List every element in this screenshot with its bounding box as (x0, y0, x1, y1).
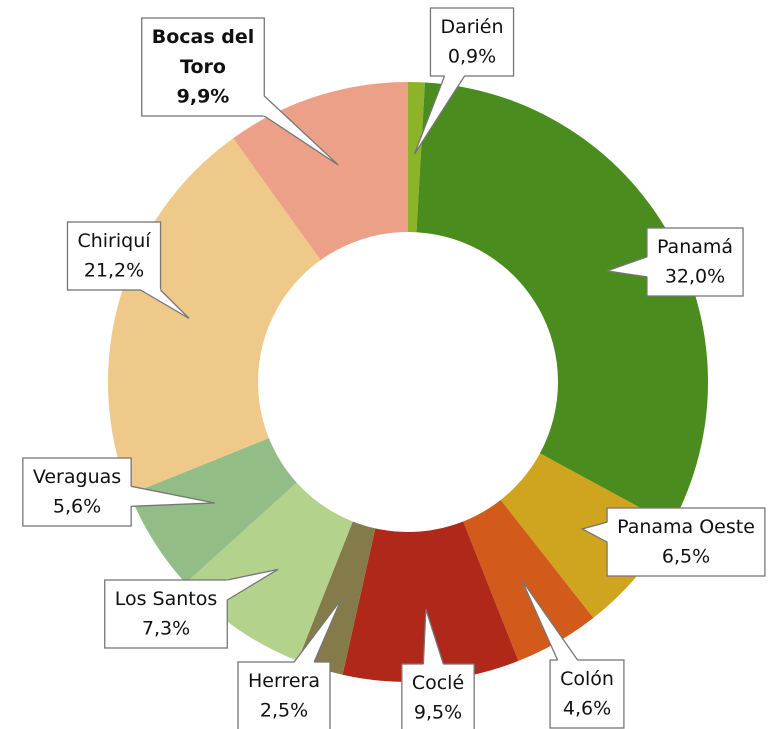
slice (416, 82, 708, 525)
value-label: 9,5% (414, 702, 462, 724)
label-line: Toro (180, 56, 226, 78)
label-line: Bocas del (152, 26, 255, 48)
callout: Coclé 9,5% (401, 609, 475, 729)
label-line: Chiriquí (77, 230, 151, 252)
value-label: 32,0% (665, 266, 725, 288)
callout: Herrera 2,5% (237, 599, 342, 729)
value-label: 21,2% (84, 260, 144, 282)
callout-box (104, 579, 228, 649)
label-line: Panamá (657, 236, 733, 258)
category-label: Darién (440, 16, 503, 38)
callout-box (429, 7, 515, 77)
callout-box (549, 659, 625, 729)
callout-pointer-edge (131, 485, 215, 507)
category-label: Panama Oeste (617, 516, 755, 538)
callout-pointer-edge (413, 75, 466, 155)
callout-pointer-edge (580, 521, 608, 543)
label-line: Colón (560, 668, 614, 690)
label-line: Panama Oeste (617, 516, 755, 538)
callout-pointer-edge (422, 609, 444, 665)
category-label: Los Santos (115, 588, 218, 610)
label-line: Coclé (412, 672, 464, 694)
callout-pointer (582, 522, 609, 543)
value-label: 2,5% (260, 700, 308, 722)
callout-box (141, 17, 265, 117)
callout: Los Santos 7,3% (104, 568, 279, 649)
callout-pointer-edge (226, 568, 279, 601)
label-line: Darién (440, 16, 503, 38)
category-label: Colón (560, 668, 614, 690)
value-label: 7,3% (142, 618, 190, 640)
slice (500, 453, 672, 618)
callout: Darién 0,9% (413, 7, 515, 155)
callout-box (237, 661, 331, 729)
category-label: Bocas del Toro (152, 26, 255, 78)
callout: Colón 4,6% (520, 579, 625, 729)
callout-pointer-edge (520, 579, 579, 661)
value-label: 0,9% (448, 46, 496, 68)
label-line: Herrera (248, 670, 320, 692)
callout: Panama Oeste 6,5% (580, 507, 766, 577)
callout-box (66, 221, 162, 291)
label-line: Los Santos (115, 588, 218, 610)
callout-pointer (129, 486, 215, 507)
callout-pointer-edge (263, 95, 339, 166)
category-label: Herrera (248, 670, 320, 692)
category-label: Veraguas (33, 466, 121, 488)
callout-pointer-edge (140, 289, 190, 319)
slice (233, 82, 408, 261)
callout-box (606, 507, 766, 577)
callout-pointer (423, 609, 444, 666)
slice (408, 82, 425, 233)
category-label: Panamá (657, 236, 733, 258)
callout: Bocas del Toro 9,9% (141, 17, 339, 166)
callout-pointer-edge (293, 599, 342, 663)
category-label: Chiriquí (77, 230, 151, 252)
slice (342, 521, 519, 682)
callout: Chiriquí 21,2% (66, 221, 190, 319)
value-label: 6,5% (662, 546, 710, 568)
callout-box (646, 227, 744, 297)
callout: Veraguas 5,6% (22, 457, 215, 527)
value-label: 9,9% (177, 86, 230, 108)
category-label: Coclé (412, 672, 464, 694)
value-label: 5,6% (53, 496, 101, 518)
callout: Panamá 32,0% (606, 227, 744, 297)
slice (129, 438, 297, 584)
callout-pointer-edge (606, 256, 648, 278)
label-line: Veraguas (33, 466, 121, 488)
callout-box (22, 457, 132, 527)
slice (463, 499, 594, 661)
value-label: 4,6% (563, 698, 611, 720)
